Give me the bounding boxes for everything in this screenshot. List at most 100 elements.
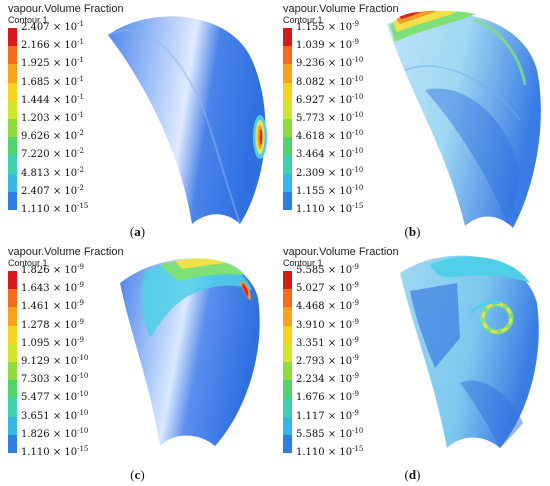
colorbar-swatch (8, 416, 17, 435)
tick-mantissa: 1.925 (21, 58, 50, 70)
tick-exponent: -9 (352, 281, 359, 290)
colorbar-tick-label: 2.166 × 10-1 (21, 38, 84, 52)
colorbar-swatch (283, 64, 292, 83)
tick-mantissa: 1.110 (21, 447, 50, 458)
legend-title: vapour.Volume Fraction (8, 246, 124, 258)
tick-mantissa: 1.461 (21, 301, 50, 313)
colorbar-swatch (283, 434, 292, 453)
colorbar-swatch (8, 362, 17, 381)
tick-exponent: -10 (77, 372, 89, 381)
colorbar-tick-label: 3.651 × 10-10 (21, 409, 88, 423)
colorbar-swatch (8, 380, 17, 399)
colorbar-swatch (8, 191, 17, 210)
colorbar-swatch (283, 46, 292, 65)
tick-exponent: -10 (352, 74, 364, 83)
colorbar-tick-label: 1.110 × 10-15 (296, 446, 363, 459)
colorbar-swatch (8, 28, 17, 47)
tick-mantissa: 1.155 (296, 22, 325, 33)
caption-letter: a (134, 224, 141, 239)
colorbar-tick-label: 5.585 × 10-9 (296, 264, 359, 277)
tick-exponent: -10 (352, 183, 364, 192)
tick-mantissa: 7.303 (21, 374, 50, 386)
colorbar-swatch (8, 82, 17, 101)
colorbar-tick-label: 2.793 × 10-9 (296, 355, 359, 368)
tick-exponent: -10 (352, 426, 364, 435)
panel-a: vapour.Volume Fraction Contour 1 2.407 ×… (0, 0, 275, 243)
tick-mantissa: 4.618 (296, 131, 325, 143)
tick-times-ten: × 10 (324, 428, 353, 440)
legend-subtitle: Contour 1 (283, 258, 323, 268)
tick-mantissa: 4.813 (21, 167, 50, 179)
tick-times-ten: × 10 (324, 356, 353, 367)
tick-times-ten: × 10 (324, 319, 353, 331)
tick-mantissa: 3.351 (296, 337, 325, 349)
tick-times-ten: × 10 (324, 58, 353, 70)
colorbar-tick-label: 9.236 × 10-10 (296, 57, 363, 70)
tick-mantissa: 3.464 (296, 149, 325, 161)
colorbar-tick-label: 1.110 × 10-15 (296, 203, 363, 216)
tick-exponent: -9 (77, 299, 84, 308)
colorbar-swatch (8, 289, 17, 308)
tick-exponent: -9 (352, 390, 359, 399)
colorbar-tick-label: 1.155 × 10-10 (296, 183, 364, 198)
colorbar-swatch (283, 100, 292, 119)
tick-mantissa: 2.407 (21, 185, 50, 197)
tick-exponent: -9 (77, 335, 84, 344)
colorbar-swatch (8, 100, 17, 119)
legend-subtitle: Contour 1 (8, 15, 48, 25)
tick-exponent: -1 (77, 111, 84, 119)
tick-exponent: -1 (77, 56, 84, 65)
tick-times-ten: × 10 (324, 22, 353, 33)
tick-times-ten: × 10 (324, 301, 353, 313)
tick-times-ten: × 10 (49, 428, 78, 440)
colorbar-swatch (283, 380, 292, 399)
tick-exponent: -9 (352, 299, 359, 308)
tick-times-ten: × 10 (324, 392, 353, 404)
colorbar-tick-label: 5.477 × 10-10 (21, 391, 88, 404)
colorbar-tick-label: 2.234 × 10-9 (296, 373, 359, 386)
tick-times-ten: × 10 (324, 167, 353, 179)
tick-mantissa: 9.129 (21, 356, 50, 367)
colorbar-tick-label: 4.813 × 10-2 (21, 166, 84, 180)
colorbar-swatch (8, 64, 17, 83)
colorbar-tick-label: 6.927 × 10-10 (296, 93, 363, 107)
colorbar (283, 271, 292, 453)
colorbar-swatch (8, 434, 17, 453)
tick-mantissa: 1.444 (21, 94, 50, 106)
tick-times-ten: × 10 (49, 58, 78, 70)
tick-exponent: -9 (352, 38, 359, 47)
panel-c: vapour.Volume Fraction Contour 1 1.826 ×… (0, 243, 275, 486)
tick-times-ten: × 10 (49, 447, 78, 458)
tick-times-ten: × 10 (324, 283, 353, 295)
tick-mantissa: 3.651 (21, 410, 50, 422)
tick-times-ten: × 10 (49, 337, 78, 349)
tick-exponent: -10 (352, 147, 364, 156)
tick-times-ten: × 10 (49, 374, 78, 386)
tick-times-ten: × 10 (49, 283, 78, 295)
colorbar (283, 28, 292, 210)
tick-times-ten: × 10 (49, 94, 78, 106)
colorbar-swatch (283, 173, 292, 192)
colorbar (8, 271, 17, 453)
tick-times-ten: × 10 (324, 374, 353, 386)
colorbar-tick-label: 1.444 × 10-1 (21, 93, 84, 107)
tick-mantissa: 4.468 (296, 301, 325, 313)
tick-mantissa: 5.585 (296, 428, 325, 440)
tick-times-ten: × 10 (49, 40, 78, 52)
tick-mantissa: 7.220 (21, 149, 50, 161)
tick-mantissa: 2.309 (296, 167, 325, 179)
colorbar-swatch (8, 325, 17, 344)
tick-mantissa: 1.110 (296, 204, 325, 215)
tick-exponent: -9 (77, 281, 84, 290)
tick-exponent: -1 (77, 38, 84, 47)
tick-mantissa: 2.407 (21, 22, 50, 33)
tick-exponent: -2 (77, 129, 84, 138)
colorbar-swatch (283, 82, 292, 101)
legend-subtitle: Contour 1 (8, 258, 48, 268)
colorbar-tick-label: 1.117 × 10-9 (296, 409, 359, 423)
tick-times-ten: × 10 (324, 410, 353, 422)
colorbar-swatch (8, 137, 17, 156)
tick-times-ten: × 10 (49, 319, 78, 331)
tick-exponent: -10 (352, 111, 364, 119)
legend-subtitle: Contour 1 (283, 15, 323, 25)
